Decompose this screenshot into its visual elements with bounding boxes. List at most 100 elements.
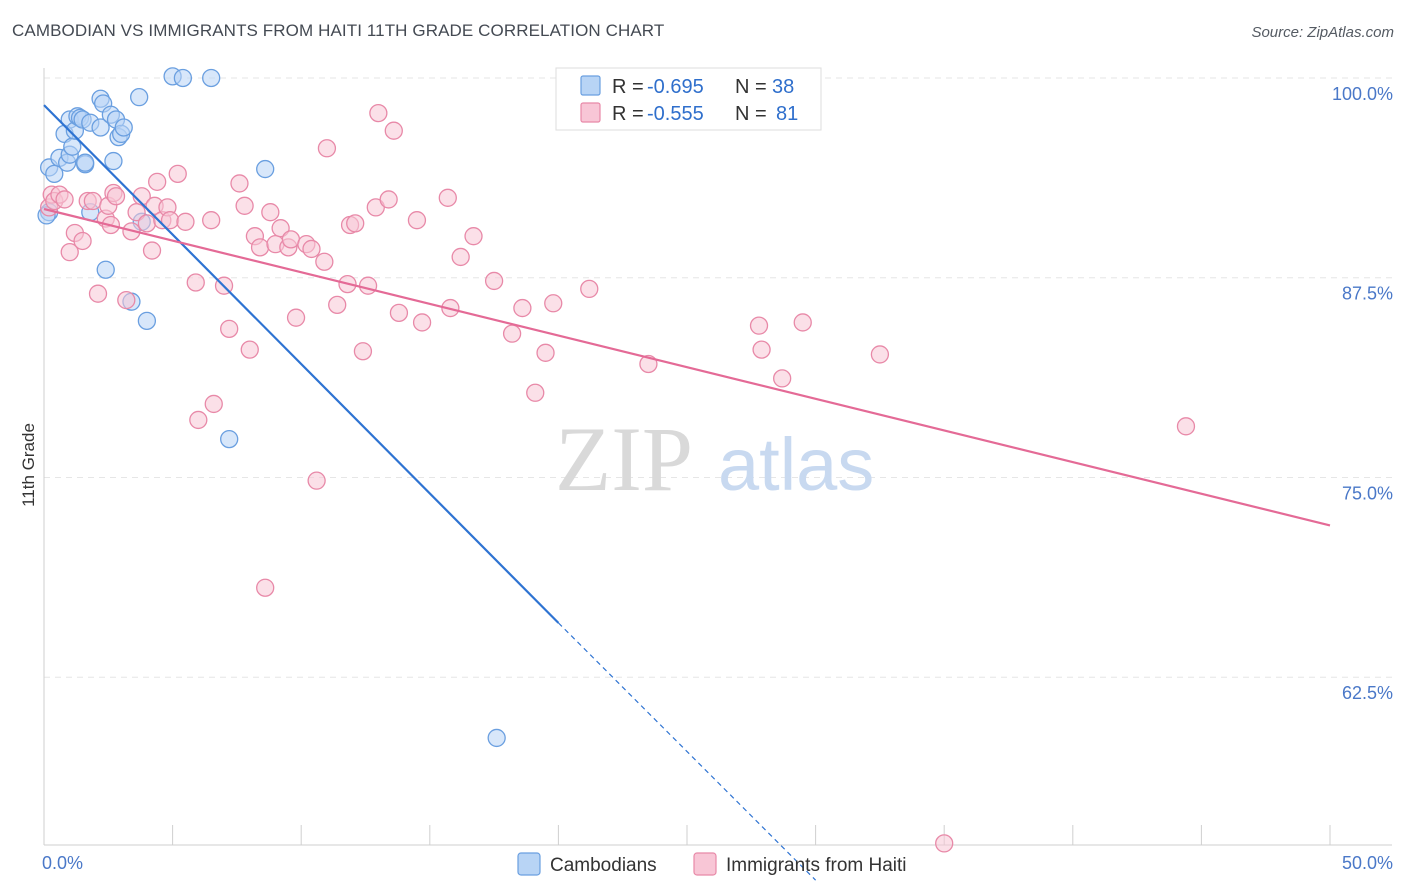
haiti-point (379, 190, 398, 209)
cambodian-point (202, 68, 221, 88)
legend-label-cambodians: Cambodians (550, 855, 657, 876)
haiti-point (202, 211, 221, 230)
haiti-point (261, 203, 280, 222)
haiti-point (353, 342, 373, 361)
haiti-point (106, 187, 126, 206)
haiti-point (328, 295, 347, 315)
chart-title: CAMBODIAN VS IMMIGRANTS FROM HAITI 11TH … (12, 21, 665, 40)
cambodian-trend-extension (557, 622, 817, 881)
watermark-atlas: atlas (718, 423, 874, 506)
y-axis-label: 11th Grade (19, 423, 38, 507)
haiti-point (935, 834, 954, 853)
cambodian-point (220, 429, 239, 449)
cambodian-point (487, 728, 506, 748)
haiti-point (346, 214, 365, 233)
cambodian-point (173, 68, 193, 88)
y-tick-label: 100.0% (1332, 84, 1393, 104)
haiti-point (281, 230, 301, 249)
haiti-point (451, 247, 470, 267)
haiti-point (235, 196, 254, 215)
cambodian-point (256, 159, 275, 179)
legend-swatch-cambodians (517, 852, 541, 876)
stats-r-label-cambodians: R = (612, 76, 644, 98)
haiti-point (773, 369, 792, 388)
haiti-point (315, 252, 334, 271)
y-tick-label: 62.5% (1342, 683, 1393, 703)
stats-legend: R = -0.695 N = 38 R = -0.555 N = 81 (555, 67, 822, 131)
haiti-point (117, 290, 136, 310)
stats-n-label-cambodians: N = (735, 76, 767, 98)
x-tick-label: 0.0% (42, 853, 83, 873)
haiti-point (60, 242, 79, 262)
haiti-point (752, 340, 771, 359)
cambodian-point (104, 151, 123, 171)
haiti-point (55, 190, 74, 209)
tick-labels: 100.0% 87.5% 75.0% 62.5% 0.0% 50.0% (42, 84, 1393, 873)
haiti-point (317, 139, 337, 158)
cambodian-point (137, 311, 157, 331)
haiti-point (513, 298, 532, 318)
haiti-point (580, 279, 599, 299)
stats-swatch-haiti (580, 102, 601, 123)
haiti-point (302, 239, 321, 259)
haiti-point (307, 471, 326, 490)
haiti-point (168, 164, 187, 183)
haiti-point (73, 231, 92, 251)
haiti-point (286, 308, 306, 327)
haiti-point (526, 383, 545, 402)
haiti-point (389, 303, 409, 323)
stats-r-value-haiti: -0.555 (647, 103, 704, 125)
trend-lines (43, 104, 1331, 881)
haiti-point (464, 227, 483, 246)
grid-lines (44, 77, 1392, 678)
haiti-point (369, 103, 388, 123)
y-tick-label: 75.0% (1342, 483, 1393, 503)
stats-r-value-cambodians: -0.695 (647, 76, 704, 98)
legend-swatch-haiti (693, 852, 717, 876)
stats-n-value-cambodians: 38 (772, 76, 794, 98)
haiti-point (271, 219, 290, 238)
stats-n-value-haiti: 81 (776, 103, 798, 125)
haiti-point (220, 319, 239, 339)
haiti-point (870, 345, 890, 364)
haiti-point (148, 172, 167, 191)
haiti-point (240, 340, 259, 359)
chart-source: Source: ZipAtlas.com (1251, 24, 1394, 41)
haiti-point (384, 121, 403, 140)
haiti-point (749, 316, 769, 335)
watermark: ZIP atlas (555, 408, 874, 510)
stats-n-label-haiti: N = (735, 103, 767, 125)
haiti-point (142, 241, 162, 260)
haiti-point (536, 343, 555, 362)
haiti-point (1176, 417, 1196, 436)
x-tick-label: 50.0% (1342, 853, 1393, 873)
haiti-point (186, 273, 205, 292)
haiti-point (502, 324, 522, 343)
stats-r-label-haiti: R = (612, 103, 644, 125)
haiti-point (88, 284, 108, 303)
haiti-point (204, 394, 223, 414)
haiti-point (83, 191, 103, 211)
bottom-legend: Cambodians Immigrants from Haiti (517, 852, 907, 876)
haiti-point (544, 294, 563, 313)
haiti-point (438, 188, 457, 207)
haiti-trend-line (43, 207, 1331, 527)
stats-swatch-cambodians (580, 75, 601, 96)
cambodian-point (114, 118, 133, 137)
haiti-point (189, 410, 208, 430)
haiti-point (793, 313, 812, 332)
y-tick-label: 87.5% (1342, 284, 1393, 304)
haiti-point (250, 238, 270, 257)
legend-label-haiti: Immigrants from Haiti (726, 855, 907, 876)
cambodian-point (130, 87, 149, 107)
haiti-point (407, 211, 427, 230)
haiti-point (256, 578, 275, 597)
haiti-point (176, 212, 195, 231)
haiti-point (358, 276, 378, 295)
cambodian-point (91, 118, 110, 137)
haiti-point (230, 174, 249, 193)
haiti-point (484, 271, 504, 291)
haiti-point (137, 214, 157, 233)
data-points (37, 67, 1196, 853)
